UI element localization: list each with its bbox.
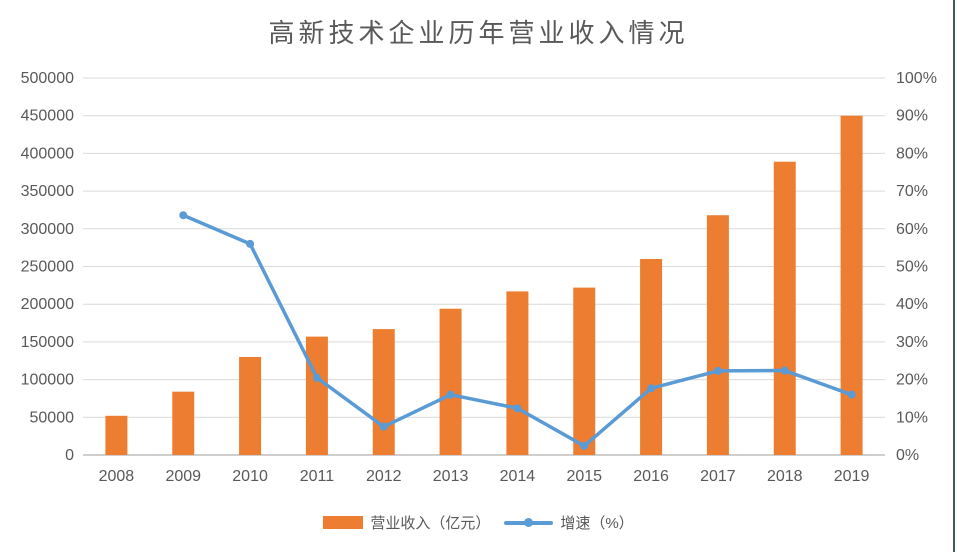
x-tick-label: 2017 [700,468,736,485]
y-left-tick-label: 150000 [21,334,74,351]
y-left-tick-label: 200000 [21,296,74,313]
x-tick-label: 2008 [99,468,135,485]
y-right-tick-label: 40% [896,296,928,313]
y-left-tick-label: 450000 [21,108,74,125]
y-left-tick-label: 250000 [21,259,74,276]
y-right-tick-label: 10% [896,409,928,426]
x-tick-label: 2010 [232,468,268,485]
y-right-tick-label: 80% [896,145,928,162]
x-tick-label: 2018 [767,468,803,485]
growth-point-2014 [513,404,522,413]
growth-point-2013 [446,390,455,399]
legend: 营业收入（亿元） 增速（%） [0,512,957,533]
x-tick-label: 2009 [165,468,201,485]
growth-point-2019 [847,390,856,399]
x-tick-label: 2012 [366,468,402,485]
y-left-tick-label: 0 [65,447,74,464]
growth-point-2011 [312,373,321,382]
revenue-legend-swatch [323,516,364,529]
bar-2018 [773,161,796,455]
bar-2010 [239,356,262,455]
bar-2012 [372,329,395,455]
y-right-tick-label: 60% [896,221,928,238]
y-right-tick-label: 90% [896,108,928,125]
legend-item-growth: 增速（%） [504,512,634,533]
window-border-right [953,0,955,552]
y-right-tick-label: 0% [896,447,919,464]
growth-point-2010 [246,239,255,248]
x-tick-label: 2014 [500,468,536,485]
x-tick-label: 2015 [566,468,602,485]
y-left-tick-label: 100000 [21,372,74,389]
bar-2017 [706,215,729,455]
y-right-tick-label: 70% [896,183,928,200]
growth-legend-label: 增速（%） [560,515,634,532]
y-right-tick-label: 100% [896,70,937,87]
y-right-tick-label: 50% [896,259,928,276]
bar-2014 [506,291,529,455]
x-tick-label: 2016 [633,468,669,485]
y-left-tick-label: 300000 [21,221,74,238]
growth-point-2017 [713,366,722,375]
growth-point-2015 [580,441,589,450]
bar-2011 [305,336,328,455]
x-tick-label: 2019 [834,468,870,485]
y-left-tick-label: 350000 [21,183,74,200]
bar-2019 [840,115,863,455]
revenue-legend-label: 营业收入（亿元） [370,515,491,532]
bar-2009 [172,391,195,455]
growth-point-2012 [379,422,388,431]
legend-item-revenue: 营业收入（亿元） [323,512,490,533]
growth-legend-swatch [504,518,554,527]
x-tick-label: 2011 [300,468,335,485]
bar-2013 [439,308,462,455]
growth-point-2016 [647,384,656,393]
bar-2008 [105,415,128,455]
chart-title: 高新技术企业历年营业收入情况 [268,19,689,48]
bar-2015 [573,287,596,455]
growth-point-2018 [780,366,789,375]
bar-2016 [640,258,663,455]
y-left-tick-label: 50000 [30,409,75,426]
y-left-tick-label: 400000 [21,145,74,162]
y-right-tick-label: 20% [896,372,928,389]
growth-point-2009 [179,211,188,220]
y-left-tick-label: 500000 [21,70,74,87]
y-right-tick-label: 30% [896,334,928,351]
x-tick-label: 2013 [433,468,469,485]
growth-legend-marker-icon [524,518,534,527]
